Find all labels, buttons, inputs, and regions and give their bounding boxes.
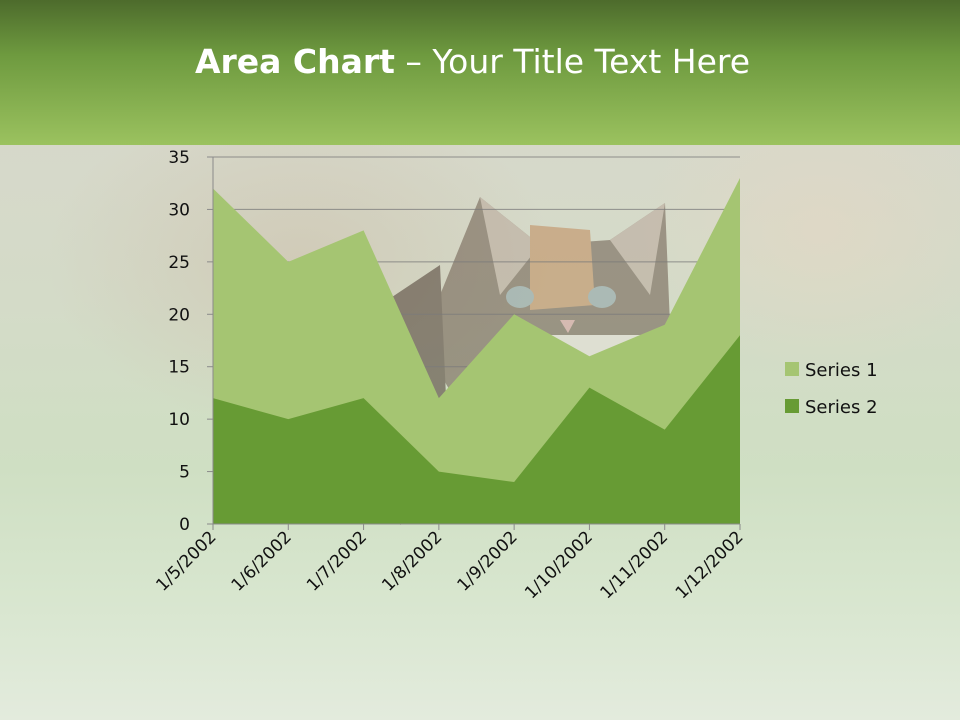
y-tick-label: 10 — [168, 410, 190, 430]
slide-title: Area Chart – Your Title Text Here — [0, 38, 945, 86]
x-axis-labels: 1/5/2002 1/6/2002 1/7/2002 1/8/2002 1/9/2002… — [152, 527, 747, 603]
x-tick-label: 1/6/2002 — [228, 527, 296, 595]
chart-areas — [212, 177, 741, 524]
legend-label-series-1: Series 1 — [805, 360, 878, 381]
y-tick-label: 5 — [179, 463, 190, 483]
area-series-2 — [213, 335, 740, 524]
title-banner — [0, 0, 960, 145]
x-tick-label: 1/10/2002 — [521, 527, 597, 603]
x-tick-label: 1/11/2002 — [596, 527, 672, 603]
x-tick-label: 1/8/2002 — [378, 527, 446, 595]
y-tick-label: 0 — [179, 515, 190, 535]
legend-label-series-2: Series 2 — [805, 397, 878, 418]
x-tick-label: 1/7/2002 — [303, 527, 371, 595]
y-axis-labels: 0 5 10 15 20 25 30 35 — [168, 148, 190, 535]
y-tick-label: 25 — [168, 253, 190, 273]
legend-swatch-series-2 — [785, 399, 799, 413]
title-rest-text: – Your Title Text Here — [394, 42, 751, 81]
y-tick-label: 15 — [168, 358, 190, 378]
legend-swatch-series-1 — [785, 362, 799, 376]
y-tick-label: 20 — [168, 305, 190, 325]
chart-legend: Series 1 Series 2 — [785, 360, 878, 418]
y-tick-label: 35 — [168, 148, 190, 168]
x-tick-label: 1/5/2002 — [152, 527, 220, 595]
x-tick-label: 1/12/2002 — [672, 527, 748, 603]
title-bold-text: Area Chart — [194, 42, 395, 81]
y-tick-label: 30 — [168, 200, 190, 220]
x-tick-label: 1/9/2002 — [454, 527, 522, 595]
chart-axes — [207, 156, 741, 530]
